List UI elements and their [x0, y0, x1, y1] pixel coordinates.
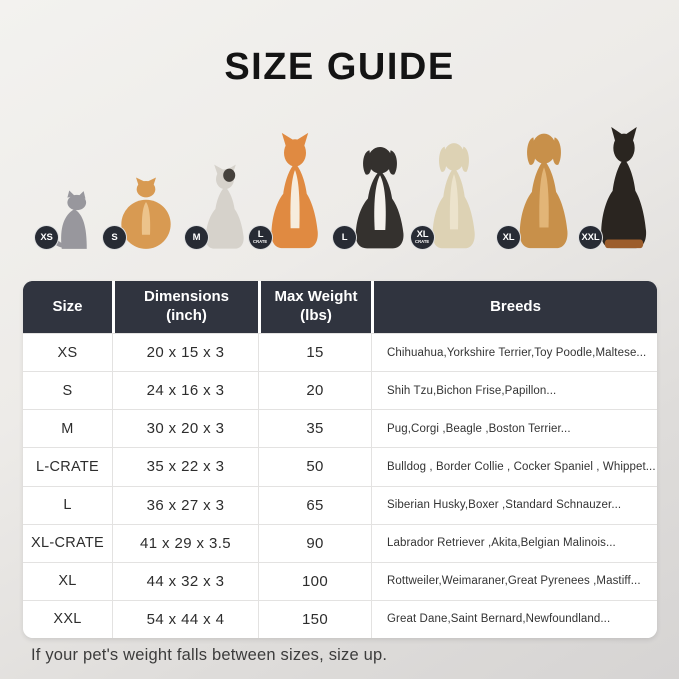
- table-row-m: M 30 x 20 x 3 35 Pug,Corgi ,Beagle ,Bost…: [23, 409, 657, 448]
- table-row-xl-crate: XL-CRATE 41 x 29 x 3.5 90 Labrador Retri…: [23, 523, 657, 562]
- size-badge-l-crate: L CRATE: [248, 225, 273, 250]
- max-weight-cell: 15: [258, 334, 371, 372]
- dimensions-cell: 30 x 20 x 3: [112, 410, 258, 448]
- size-badge-s: S: [102, 225, 127, 250]
- size-badge-label: XXL: [581, 231, 600, 243]
- table-row-s: S 24 x 16 x 3 20 Shih Tzu,Bichon Frise,P…: [23, 371, 657, 410]
- size-badge-l: L: [332, 225, 357, 250]
- size-badge-m: M: [184, 225, 209, 250]
- size-cell: XXL: [23, 600, 112, 638]
- dimensions-cell: 54 x 44 x 4: [112, 600, 258, 638]
- size-badge-label: XL: [416, 229, 429, 240]
- table-row-xxl: XXL 54 x 44 x 4 150 Great Dane,Saint Ber…: [23, 599, 657, 638]
- dimensions-cell: 20 x 15 x 3: [112, 334, 258, 372]
- col-header-size: Size: [23, 281, 112, 333]
- golden-retriever-illustration: [510, 128, 578, 250]
- max-weight-cell: 90: [258, 524, 371, 562]
- doberman-illustration: [592, 126, 656, 249]
- breeds-cell: Great Dane,Saint Bernard,Newfoundland...: [371, 600, 657, 638]
- labrador-photo: XL CRATE: [410, 138, 484, 250]
- breeds-cell: Chihuahua,Yorkshire Terrier,Toy Poodle,M…: [371, 334, 657, 372]
- size-cell: L: [23, 486, 112, 524]
- dimensions-cell: 24 x 16 x 3: [112, 372, 258, 410]
- size-badge-sublabel: CRATE: [415, 240, 430, 245]
- max-weight-cell: 150: [258, 600, 371, 638]
- breeds-cell: Rottweiler,Weimaraner,Great Pyrenees ,Ma…: [371, 562, 657, 600]
- table-row-xs: XS 20 x 15 x 3 15 Chihuahua,Yorkshire Te…: [23, 333, 657, 372]
- doberman-photo: XXL: [578, 126, 656, 250]
- col-header-breeds: Breeds: [371, 281, 657, 333]
- size-table: Size Dimensions (inch) Max Weight (lbs) …: [23, 281, 657, 638]
- sizing-note: If your pet's weight falls between sizes…: [31, 646, 388, 664]
- size-cell: M: [23, 410, 112, 448]
- labrador-illustration: [424, 138, 484, 250]
- size-cell: XL-CRATE: [23, 524, 112, 562]
- pomeranian-photo: S: [102, 174, 176, 250]
- dimensions-cell: 35 x 22 x 3: [112, 448, 258, 486]
- col-header-dimensions: Dimensions (inch): [112, 281, 258, 333]
- dimensions-cell: 44 x 32 x 3: [112, 562, 258, 600]
- table-body: XS 20 x 15 x 3 15 Chihuahua,Yorkshire Te…: [23, 333, 657, 638]
- size-cell: L-CRATE: [23, 448, 112, 486]
- table-row-xl: XL 44 x 32 x 3 100 Rottweiler,Weimaraner…: [23, 561, 657, 600]
- size-badge-label: L: [257, 229, 264, 240]
- max-weight-cell: 65: [258, 486, 371, 524]
- size-cell: XS: [23, 334, 112, 372]
- max-weight-cell: 20: [258, 372, 371, 410]
- size-badge-label: M: [192, 231, 201, 243]
- size-badge-xxl: XXL: [578, 225, 603, 250]
- animal-lineup: XS S M: [0, 114, 679, 254]
- breeds-cell: Bulldog , Border Collie , Cocker Spaniel…: [371, 448, 657, 486]
- size-badge-xs: XS: [34, 225, 59, 250]
- shiba-inu-photo: L CRATE: [248, 132, 328, 250]
- golden-retriever-photo: XL: [496, 128, 578, 250]
- dimensions-cell: 41 x 29 x 3.5: [112, 524, 258, 562]
- size-cell: XL: [23, 562, 112, 600]
- border-collie-photo: L: [332, 142, 414, 250]
- col-header-max-weight: Max Weight (lbs): [258, 281, 371, 333]
- french-bulldog-illustration: [198, 164, 252, 250]
- shiba-inu-illustration: [262, 132, 328, 250]
- size-badge-xl-crate: XL CRATE: [410, 225, 435, 250]
- size-badge-label: XS: [40, 231, 53, 243]
- max-weight-cell: 50: [258, 448, 371, 486]
- max-weight-cell: 100: [258, 562, 371, 600]
- breeds-cell: Siberian Husky,Boxer ,Standard Schnauzer…: [371, 486, 657, 524]
- size-cell: S: [23, 372, 112, 410]
- table-header-row: Size Dimensions (inch) Max Weight (lbs) …: [23, 281, 657, 333]
- gray-cat-photo: XS: [34, 190, 98, 250]
- size-badge-label: S: [111, 231, 118, 243]
- table-row-l-crate: L-CRATE 35 x 22 x 3 50 Bulldog , Border …: [23, 447, 657, 486]
- size-badge-label: L: [341, 231, 348, 243]
- border-collie-illustration: [346, 142, 414, 250]
- size-badge-xl: XL: [496, 225, 521, 250]
- page-title: SIZE GUIDE: [224, 46, 455, 88]
- size-badge-label: XL: [502, 231, 515, 243]
- size-badge-sublabel: CRATE: [253, 240, 268, 245]
- max-weight-cell: 35: [258, 410, 371, 448]
- french-bulldog-photo: M: [184, 164, 252, 250]
- pomeranian-illustration: [116, 174, 176, 250]
- breeds-cell: Pug,Corgi ,Beagle ,Boston Terrier...: [371, 410, 657, 448]
- table-row-l: L 36 x 27 x 3 65 Siberian Husky,Boxer ,S…: [23, 485, 657, 524]
- dimensions-cell: 36 x 27 x 3: [112, 486, 258, 524]
- breeds-cell: Shih Tzu,Bichon Frise,Papillon...: [371, 372, 657, 410]
- breeds-cell: Labrador Retriever ,Akita,Belgian Malino…: [371, 524, 657, 562]
